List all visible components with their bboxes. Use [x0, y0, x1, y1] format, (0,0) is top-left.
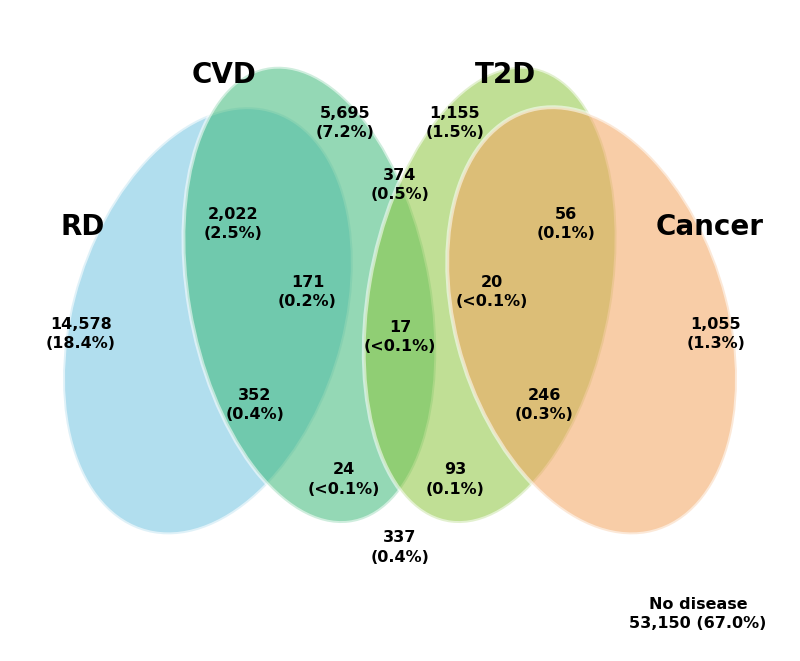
Text: 352
(0.4%): 352 (0.4%) — [226, 388, 284, 422]
Text: 14,578
(18.4%): 14,578 (18.4%) — [46, 317, 116, 351]
Text: 5,695
(7.2%): 5,695 (7.2%) — [316, 106, 374, 140]
Text: CVD: CVD — [191, 61, 256, 89]
Text: 93
(0.1%): 93 (0.1%) — [426, 463, 484, 496]
Text: 20
(<0.1%): 20 (<0.1%) — [455, 274, 528, 309]
Text: 17
(<0.1%): 17 (<0.1%) — [364, 320, 436, 354]
Text: 374
(0.5%): 374 (0.5%) — [370, 168, 430, 202]
Text: No disease
53,150 (67.0%): No disease 53,150 (67.0%) — [630, 597, 766, 631]
Text: T2D: T2D — [475, 61, 537, 89]
Text: 56
(0.1%): 56 (0.1%) — [537, 206, 596, 241]
Text: Cancer: Cancer — [656, 213, 764, 241]
Text: 2,022
(2.5%): 2,022 (2.5%) — [203, 206, 262, 241]
Ellipse shape — [364, 67, 617, 523]
Ellipse shape — [63, 107, 353, 534]
Ellipse shape — [447, 107, 737, 534]
Text: 1,055
(1.3%): 1,055 (1.3%) — [686, 317, 746, 351]
Text: 246
(0.3%): 246 (0.3%) — [515, 388, 574, 422]
Text: 24
(<0.1%): 24 (<0.1%) — [307, 463, 380, 496]
Text: 171
(0.2%): 171 (0.2%) — [278, 274, 337, 309]
Ellipse shape — [183, 67, 436, 523]
Text: 337
(0.4%): 337 (0.4%) — [370, 530, 430, 564]
Text: RD: RD — [60, 213, 105, 241]
Text: 1,155
(1.5%): 1,155 (1.5%) — [426, 106, 484, 140]
